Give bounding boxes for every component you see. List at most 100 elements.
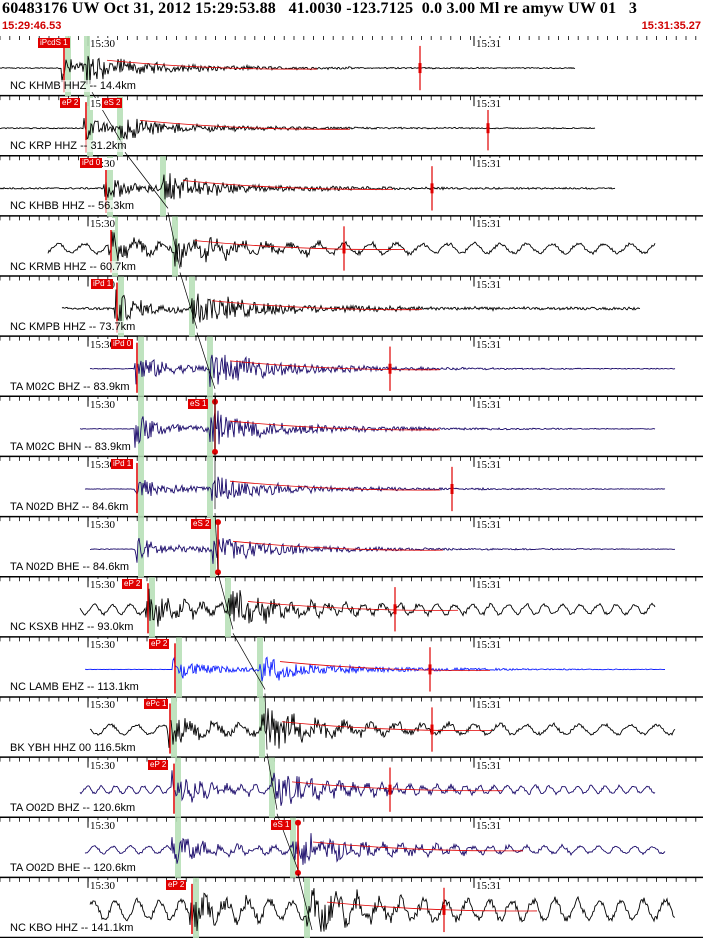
time-tick-label: 15:30 [90, 458, 116, 471]
coda-envelope [326, 901, 538, 912]
p-window [171, 697, 177, 758]
time-tick-label: 15:31 [476, 158, 502, 171]
move-out-curve [196, 332, 216, 389]
station-label: NC KSXB HHZ -- 93.0km [10, 621, 134, 634]
coda-envelope [281, 721, 493, 732]
station-label: TA N02D BHE -- 84.6km [10, 561, 129, 574]
coda-envelope [247, 601, 459, 611]
p-window [107, 156, 113, 217]
time-tick-label: 15:31 [476, 759, 502, 772]
amplitude-marker-box [450, 484, 454, 494]
phase-pick-label[interactable]: iPd 1 [91, 278, 114, 289]
time-tick-label: 15:30 [90, 519, 116, 532]
coda-envelope [312, 841, 524, 852]
time-tick-label: 15:31 [476, 579, 502, 592]
station-label: TA M02C BHZ -- 83.9km [10, 380, 130, 393]
s-window [257, 637, 263, 698]
time-tick-label: 15:31 [476, 699, 502, 712]
amplitude-marker-box [388, 363, 392, 374]
s-pick-dot [212, 448, 218, 455]
phase-pick-label[interactable]: ePc 1 [144, 699, 169, 710]
coda-envelope [182, 180, 394, 190]
time-tick-label: 15:30 [90, 819, 116, 832]
s-window [210, 517, 216, 578]
station-label: NC KRP HHZ -- 31.2km [10, 140, 127, 153]
waveform-trace [89, 354, 676, 387]
time-tick-label: 15:31 [476, 819, 502, 832]
time-tick-label: 15:31 [476, 519, 502, 532]
window-end-time: 15:31:35.27 [641, 20, 701, 32]
window-start-time: 15:29:46.53 [2, 20, 62, 32]
station-label: TA O02D BHZ -- 120.6km [10, 801, 136, 814]
phase-pick-label[interactable]: eP 2 [60, 98, 81, 109]
move-out-curve [264, 693, 268, 750]
move-out-curve [179, 272, 198, 329]
event-title: 60483176 UW Oct 31, 2012 15:29:53.88 41.… [2, 0, 638, 17]
event-header: 60483176 UW Oct 31, 2012 15:29:53.88 41.… [0, 0, 703, 36]
phase-pick-label[interactable]: iPd 1 [111, 458, 134, 469]
p-window [118, 276, 124, 337]
time-tick-label: 15:31 [476, 879, 502, 892]
time-tick-label: 15:31 [476, 338, 502, 351]
move-out-curve [266, 753, 278, 810]
waveform-canvas[interactable] [0, 36, 703, 938]
phase-pick-label[interactable]: eP 2 [149, 639, 170, 650]
amplitude-marker-box [442, 904, 446, 915]
station-label: NC KHBB HHZ -- 56.3km [10, 200, 135, 213]
time-tick-label: 15:31 [476, 458, 502, 471]
p-window [175, 817, 181, 878]
phase-pick-label[interactable]: eP 2 [166, 879, 187, 890]
coda-envelope [279, 661, 491, 671]
phase-pick-label[interactable]: eS 2 [191, 519, 212, 530]
waveform-trace [79, 588, 656, 627]
station-label: TA O02D BHE -- 120.6km [10, 861, 136, 874]
waveform-trace [79, 770, 656, 806]
s-window [207, 336, 213, 397]
s-pick-dot [215, 519, 221, 526]
station-label: NC KHMB HHZ -- 14.4km [10, 80, 136, 93]
amplitude-marker-box [418, 63, 422, 74]
p-window [112, 216, 118, 277]
time-tick-label: 15:30 [90, 579, 116, 592]
phase-pick-label[interactable]: eS 1 [188, 398, 209, 409]
phase-pick-label[interactable]: iPd 0 [80, 158, 103, 169]
time-tick-label: 15:30 [90, 38, 116, 50]
waveform-trace [47, 231, 656, 268]
amplitude-marker-box [486, 123, 490, 134]
seismogram-panel[interactable]: 15:30 15:31 iPcdS 1 NC KHMB HHZ -- 14.4km 15… [0, 36, 703, 938]
waveform-trace [61, 289, 641, 324]
time-tick-label: 15:30 [90, 338, 116, 351]
station-label: NC KRMB HHZ -- 60.7km [10, 260, 136, 273]
phase-pick-label[interactable]: eP 2 [122, 579, 143, 590]
phase-pick-label[interactable]: eS 2 [102, 98, 123, 109]
phase-pick-label[interactable]: iPcdS 1 [38, 38, 70, 48]
time-tick-label: 15:30 [90, 759, 116, 772]
time-tick-label: 15:31 [476, 38, 502, 50]
s-window [259, 697, 265, 758]
time-tick-label: 15:31 [476, 639, 502, 652]
station-label: NC KMPB HHZ -- 73.7km [10, 320, 136, 333]
waveform-trace [79, 410, 656, 448]
waveform-trace [90, 537, 675, 564]
coda-envelope [194, 240, 406, 250]
waveform-trace [89, 888, 676, 932]
coda-envelope [106, 59, 318, 70]
s-window [84, 36, 90, 97]
move-out-curve [297, 873, 313, 931]
station-label: NC LAMB EHZ -- 113.1km [10, 681, 139, 694]
time-tick-label: 15:31 [476, 398, 502, 411]
phase-pick-label[interactable]: iPd 0 [111, 338, 134, 349]
move-out-curve [124, 152, 169, 209]
coda-envelope [232, 540, 444, 551]
phase-pick-label[interactable]: eP 2 [148, 759, 169, 770]
time-tick-label: 15:30 [90, 639, 116, 652]
amplitude-marker-box [388, 784, 392, 795]
amplitude-marker-box [430, 724, 434, 735]
time-tick-label: 15:31 [476, 98, 502, 111]
station-label: TA M02C BHN -- 83.9km [10, 440, 131, 453]
p-window [176, 637, 182, 698]
phase-pick-label[interactable]: eS 1 [271, 819, 292, 830]
amplitude-marker-box [342, 243, 346, 254]
time-tick-label: 15:31 [476, 278, 502, 291]
waveform-trace [0, 117, 596, 140]
